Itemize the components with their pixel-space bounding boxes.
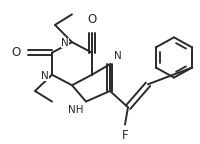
Text: N: N	[41, 71, 49, 81]
Text: NH: NH	[68, 105, 84, 115]
Text: F: F	[121, 129, 128, 142]
Text: O: O	[12, 46, 21, 59]
Text: N: N	[113, 51, 121, 61]
Text: O: O	[87, 13, 96, 26]
Text: N: N	[61, 38, 69, 48]
